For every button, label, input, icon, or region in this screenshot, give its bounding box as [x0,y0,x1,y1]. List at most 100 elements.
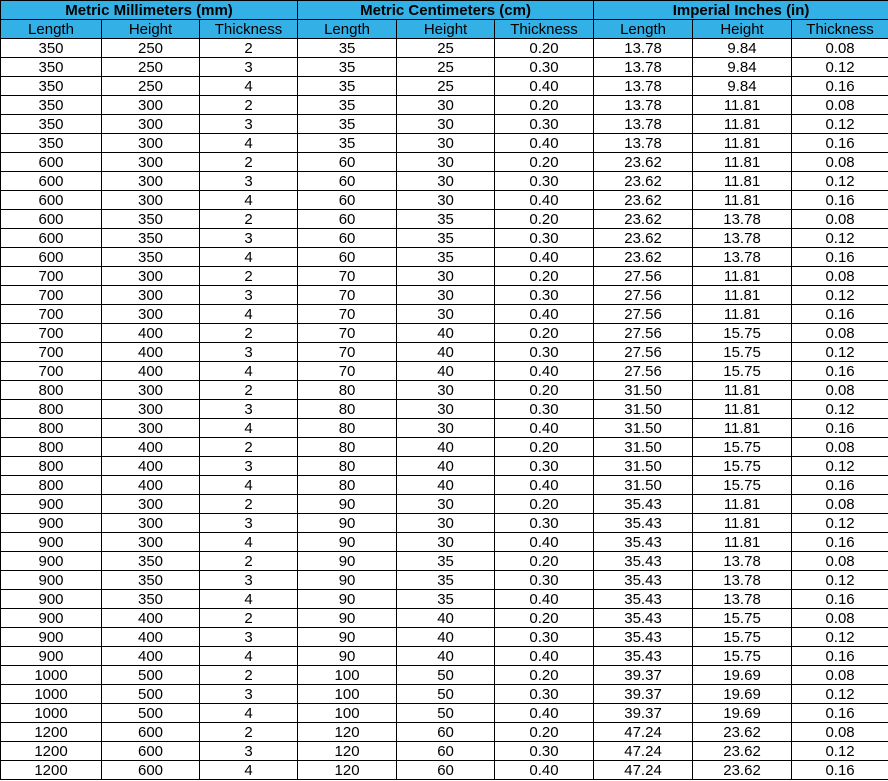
table-cell: 0.40 [494,760,595,780]
table-cell: 3 [198,741,299,761]
table-cell: 0.16 [791,760,888,780]
table-cell: 30 [396,266,496,286]
table-cell: 25 [396,38,496,58]
table-cell: 600 [0,228,102,248]
table-cell: 30 [396,95,496,115]
table-cell: 13.78 [692,209,793,229]
table-cell: 40 [396,437,496,457]
table-cell: 800 [0,418,102,438]
table-row: 1200 600 3 120 60 0.30 47.24 23.62 0.12 [0,741,888,761]
table-cell: 400 [101,608,200,628]
table-cell: 600 [0,247,102,267]
table-cell: 35.43 [593,570,694,590]
table-cell: 4 [198,703,299,723]
column-header: Length [0,19,102,39]
table-row: 800 400 4 80 40 0.40 31.50 15.75 0.16 [0,475,888,495]
table-cell: 30 [396,171,496,191]
table-cell: 30 [396,532,496,552]
table-cell: 4 [198,475,299,495]
table-cell: 15.75 [692,608,793,628]
table-cell: 0.40 [494,532,595,552]
table-cell: 0.16 [791,304,888,324]
table-cell: 90 [297,494,398,514]
table-cell: 31.50 [593,456,694,476]
table-cell: 0.08 [791,722,888,742]
table-row: 900 350 2 90 35 0.20 35.43 13.78 0.08 [0,551,888,571]
table-cell: 300 [101,152,200,172]
table-cell: 0.20 [494,665,595,685]
table-cell: 40 [396,323,496,343]
table-cell: 80 [297,418,398,438]
table-cell: 60 [396,722,496,742]
table-cell: 70 [297,266,398,286]
table-cell: 47.24 [593,722,694,742]
table-cell: 47.24 [593,741,694,761]
table-cell: 600 [0,209,102,229]
column-header: Height [692,19,793,39]
table-cell: 0.16 [791,646,888,666]
table-cell: 31.50 [593,418,694,438]
table-cell: 4 [198,76,299,96]
table-cell: 11.81 [692,532,793,552]
table-cell: 900 [0,570,102,590]
table-cell: 0.08 [791,152,888,172]
table-cell: 3 [198,399,299,419]
table-cell: 3 [198,513,299,533]
table-cell: 23.62 [692,722,793,742]
table-cell: 600 [0,152,102,172]
table-cell: 3 [198,342,299,362]
table-cell: 13.78 [593,76,694,96]
table-cell: 30 [396,190,496,210]
table-cell: 11.81 [692,494,793,514]
table-cell: 0.08 [791,266,888,286]
table-cell: 2 [198,380,299,400]
table-cell: 27.56 [593,361,694,381]
table-cell: 0.12 [791,114,888,134]
table-cell: 13.78 [593,57,694,77]
table-cell: 0.40 [494,361,595,381]
table-cell: 80 [297,456,398,476]
column-header: Thickness [494,19,595,39]
table-cell: 31.50 [593,437,694,457]
table-cell: 47.24 [593,760,694,780]
table-cell: 40 [396,456,496,476]
table-cell: 350 [0,76,102,96]
table-cell: 120 [297,741,398,761]
table-cell: 350 [101,247,200,267]
table-cell: 3 [198,570,299,590]
table-cell: 300 [101,95,200,115]
table-cell: 0.30 [494,399,595,419]
table-cell: 60 [297,228,398,248]
table-cell: 25 [396,76,496,96]
table-cell: 40 [396,646,496,666]
table-cell: 800 [0,380,102,400]
table-cell: 40 [396,342,496,362]
table-cell: 400 [101,627,200,647]
table-cell: 30 [396,513,496,533]
table-row: 900 400 3 90 40 0.30 35.43 15.75 0.12 [0,627,888,647]
table-cell: 0.08 [791,380,888,400]
table-cell: 23.62 [692,741,793,761]
table-row: 1000 500 4 100 50 0.40 39.37 19.69 0.16 [0,703,888,723]
table-row: 800 300 4 80 30 0.40 31.50 11.81 0.16 [0,418,888,438]
table-cell: 500 [101,703,200,723]
table-cell: 3 [198,114,299,134]
table-cell: 4 [198,133,299,153]
table-cell: 300 [101,399,200,419]
table-cell: 0.12 [791,171,888,191]
table-cell: 11.81 [692,266,793,286]
table-cell: 90 [297,608,398,628]
table-cell: 0.30 [494,228,595,248]
column-header: Height [101,19,200,39]
table-cell: 35.43 [593,532,694,552]
table-cell: 13.78 [593,114,694,134]
table-cell: 0.30 [494,684,595,704]
table-cell: 0.20 [494,266,595,286]
table-cell: 600 [101,760,200,780]
table-cell: 2 [198,608,299,628]
table-cell: 4 [198,247,299,267]
table-cell: 350 [101,589,200,609]
table-cell: 9.84 [692,38,793,58]
table-cell: 35 [396,228,496,248]
